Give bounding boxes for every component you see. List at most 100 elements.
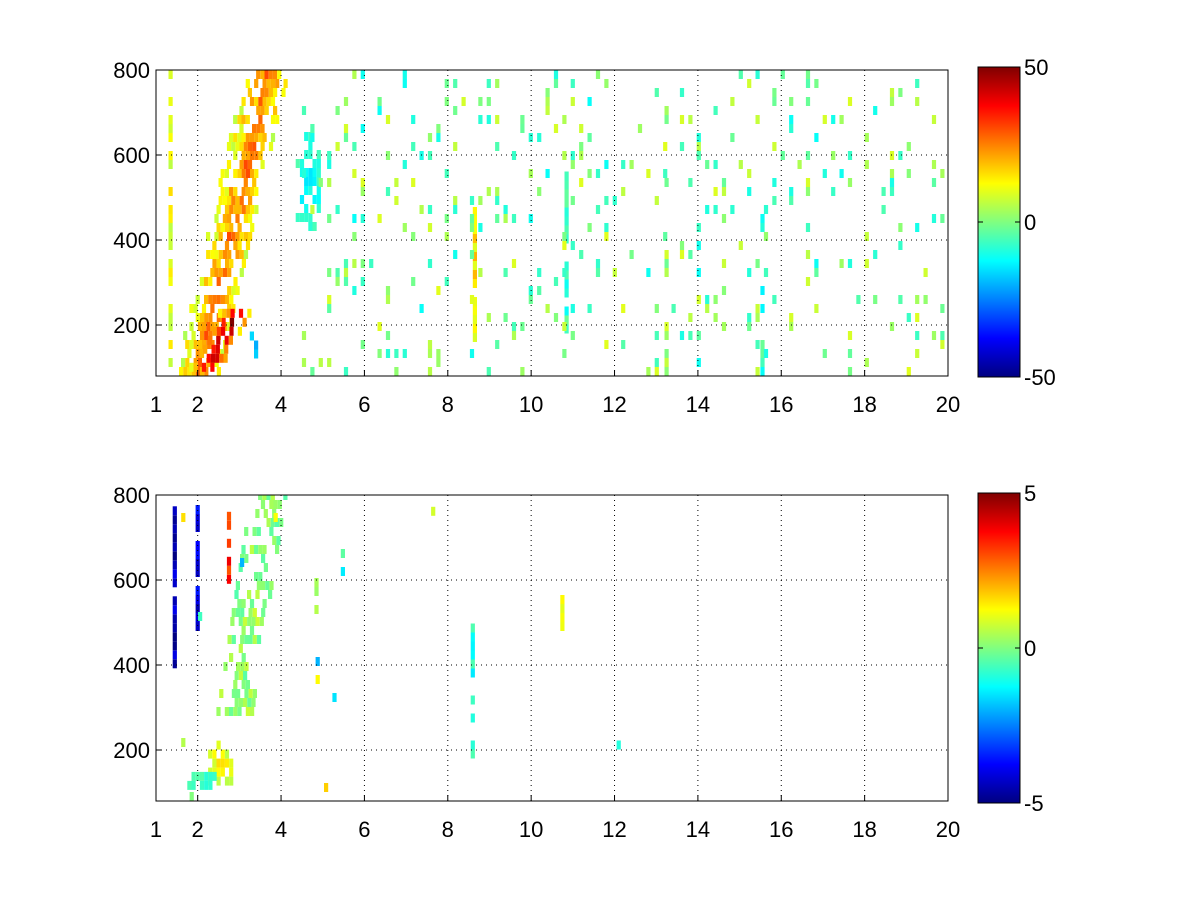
heatmap-cell [241,653,246,662]
heatmap-cell [453,79,458,88]
heatmap-cell [216,758,221,768]
heatmap-cell [360,124,365,133]
x-tick-label: 18 [852,817,876,842]
x-tick-label: 12 [602,817,626,842]
heatmap-cell [172,533,177,543]
heatmap-cell [227,286,232,295]
heatmap-cell [238,563,243,572]
heatmap-cell [360,259,365,268]
heatmap-cell [241,680,246,689]
heatmap-cell [503,313,508,322]
heatmap-cell [654,331,659,340]
heatmap-cell [228,335,233,345]
heatmap-cell [889,88,895,97]
heatmap-cell [308,213,313,222]
heatmap-cell [915,295,920,304]
heatmap-cell [520,367,525,376]
heatmap-cell [553,79,559,88]
heatmap-cell [210,362,215,372]
heatmap-cell [564,270,569,280]
heatmap-cell [940,169,945,178]
heatmap-cell [915,331,920,340]
heatmap-cell [747,79,752,88]
heatmap-cell [215,344,220,354]
heatmap-cell [238,617,243,626]
heatmap-cell [327,268,332,277]
heatmap-cell [272,70,278,79]
heatmap-cell [478,115,483,124]
heatmap-cell [227,268,232,277]
heatmap-cell [789,115,794,124]
heatmap-cell [545,88,550,97]
heatmap-cell [277,70,282,79]
heatmap-cell [470,668,475,678]
heatmap-cell [472,333,477,342]
heatmap-cell [315,657,320,666]
heatmap-cell [195,604,200,613]
heatmap-cell [187,349,192,358]
heatmap-cell [231,286,236,295]
heatmap-cell [940,304,945,313]
heatmap-cell [262,133,267,142]
heatmap-cell [235,214,240,223]
heatmap-cell [822,349,827,358]
heatmap-cell [495,196,500,205]
heatmap-cell [301,169,307,178]
heatmap-cell [216,326,221,336]
heatmap-cell [314,587,319,596]
heatmap-cell [247,590,252,599]
heatmap-cell [249,599,255,608]
heatmap-cell [472,234,477,243]
heatmap-cell [237,205,242,214]
heatmap-cell [352,286,357,295]
heatmap-cell [444,97,449,106]
heatmap-cell [245,205,251,214]
heatmap-cell [210,268,215,277]
heatmap-cell [288,61,292,70]
heatmap-cell [915,61,919,70]
heatmap-cell [562,349,567,358]
heatmap-cell [315,675,320,684]
heatmap-cell [570,331,575,340]
heatmap-cell [261,608,266,617]
heatmap-cell [304,132,309,141]
heatmap-cell [189,322,194,331]
heatmap-cell [299,159,305,168]
heatmap-cell [189,792,194,801]
heatmap-cell [206,353,211,363]
heatmap-cell [385,151,391,160]
heatmap-cell [230,308,235,318]
heatmap-cell [229,259,234,268]
heatmap-cell [316,159,321,168]
heatmap-cell [394,349,399,358]
heatmap-cell [265,581,270,590]
heatmap-cell [258,495,263,500]
heatmap-cell [789,322,794,331]
heatmap-cell [352,169,357,178]
heatmap-cell [226,556,232,566]
heatmap-cell [495,214,500,223]
heatmap-cell [664,367,669,376]
heatmap-cell [233,115,238,124]
heatmap-cell [220,187,225,196]
heatmap-cell [931,214,937,223]
heatmap-cell [312,168,317,177]
heatmap-cell [713,187,718,196]
heatmap-cell [193,362,198,372]
heatmap-cell [273,513,278,522]
heatmap-cell [252,124,257,133]
heatmap-cell [537,187,542,196]
heatmap-cell [224,241,230,250]
heatmap-cell [595,169,601,178]
heatmap-cell [385,286,391,295]
heatmap-cell [245,115,250,124]
heatmap-cell [562,151,567,160]
heatmap-cell [244,635,249,644]
x-tick-label: 18 [852,392,876,417]
heatmap-cell [469,349,475,358]
heatmap-cell [805,79,811,88]
axes-frame [155,494,949,802]
heatmap-cell [805,277,811,286]
heatmap-cell [696,223,701,232]
heatmap-cell [254,340,259,350]
